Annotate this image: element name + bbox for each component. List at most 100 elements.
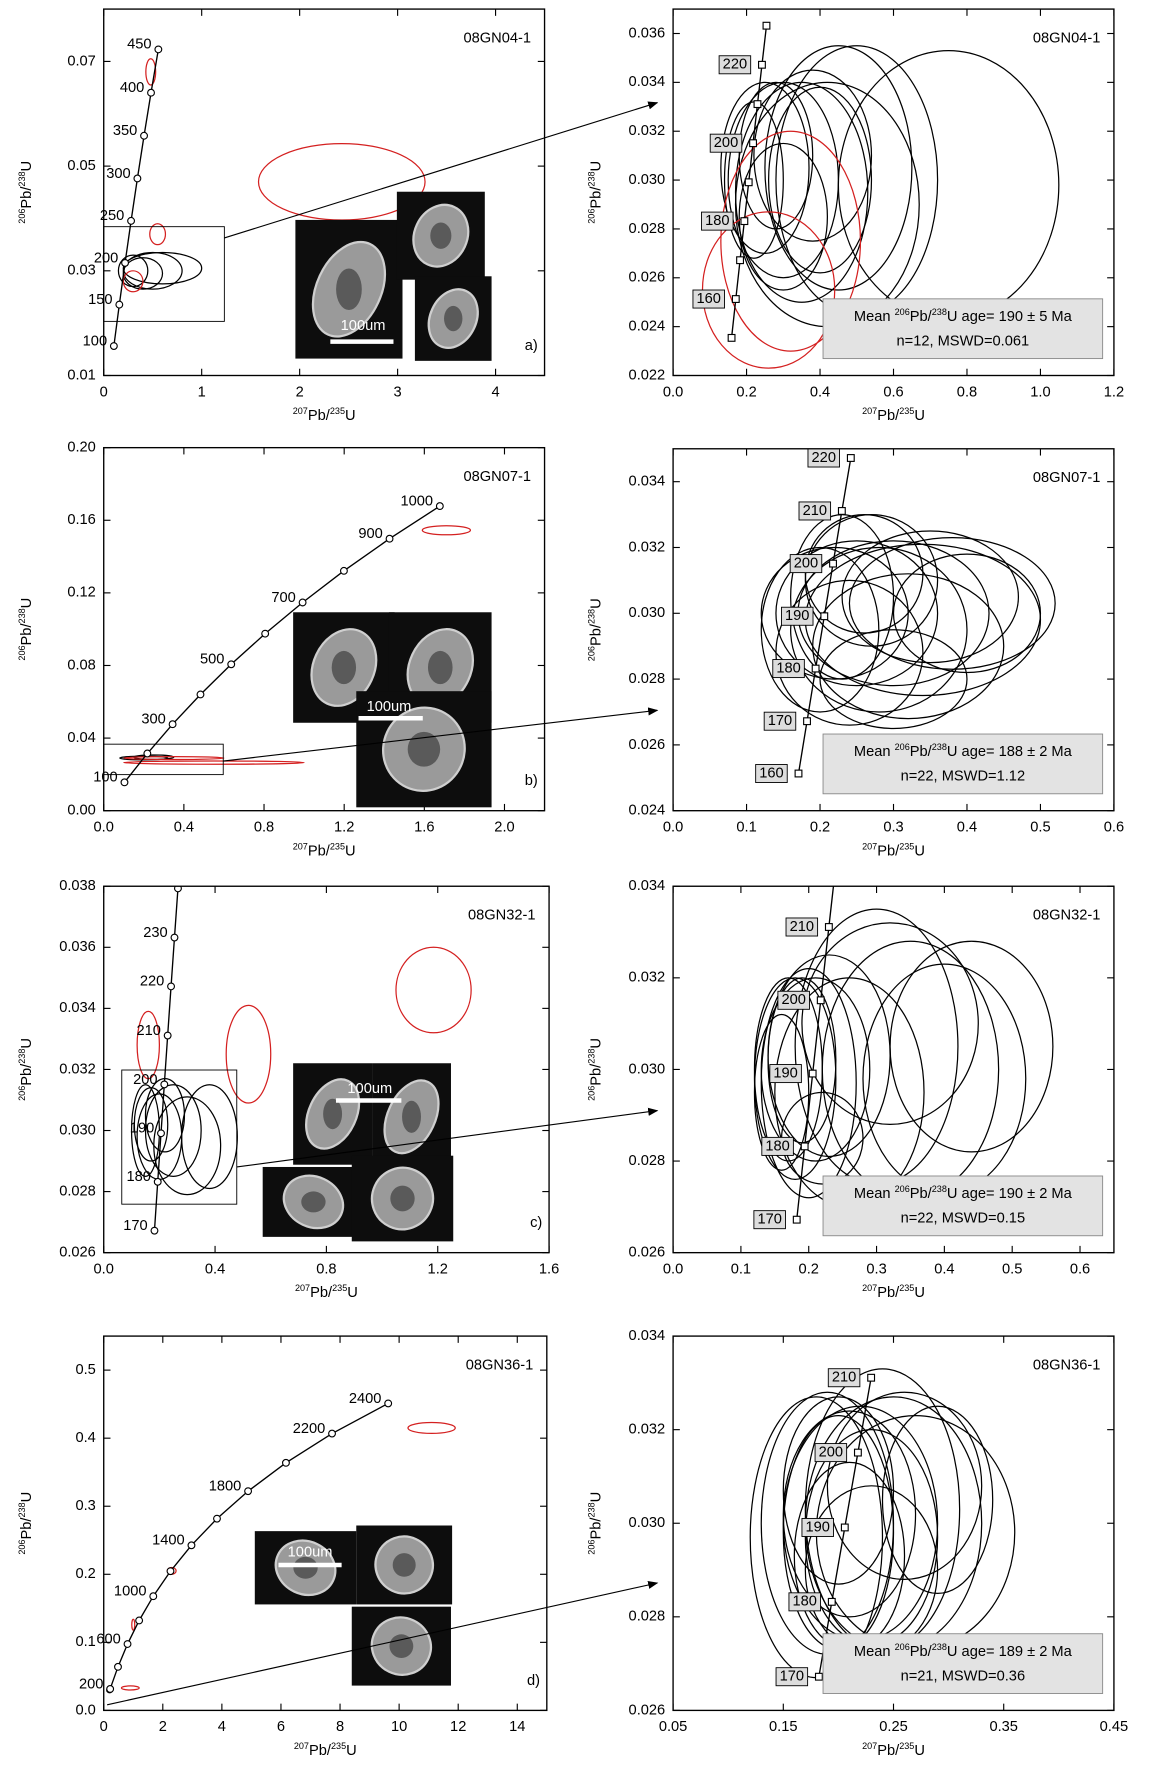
y-axis-label-part: 206 (587, 1086, 597, 1101)
x-axis-label-part: U (345, 843, 356, 859)
mean-age-part: U age= 190 ± 2 Ma (947, 1186, 1073, 1202)
y-tick-label: 0.1 (75, 1634, 95, 1650)
x-axis-label-part: Pb/ (877, 408, 900, 424)
age-marker (736, 256, 745, 265)
x-tick-label: 0.25 (879, 1719, 908, 1735)
age-marker (167, 982, 176, 991)
y-tick-label: 0.032 (59, 1061, 96, 1077)
y-axis-label: 206Pb/238U (17, 161, 35, 224)
x-tick-label: 0.0 (94, 1261, 114, 1277)
error-ellipse (734, 81, 869, 303)
x-axis-label-part: U (346, 1743, 357, 1759)
age-marker (281, 1458, 290, 1467)
age-marker (196, 690, 205, 699)
age-label: 100 (93, 770, 117, 786)
y-axis-label: 206Pb/238U (17, 1038, 35, 1101)
age-label: 200 (79, 1676, 103, 1692)
mean-box (822, 1633, 1104, 1694)
error-ellipse (131, 1618, 136, 1631)
age-label-box (763, 711, 797, 731)
y-axis-label-part: 206 (587, 209, 597, 224)
age-label-box (753, 1210, 786, 1230)
x-tick-label: 1.2 (1104, 384, 1124, 400)
zoom-box (103, 226, 225, 322)
y-tick-label: 0.030 (629, 1061, 666, 1077)
age-label: 170 (780, 1669, 804, 1685)
age-marker (168, 720, 177, 729)
error-ellipse (881, 1405, 994, 1595)
x-tick-label: 1.0 (1030, 384, 1050, 400)
y-tick-label: 0.07 (67, 53, 96, 69)
x-axis-label-part: 207 (293, 406, 308, 416)
sample-name: 08GN32-1 (468, 907, 536, 923)
panel-label: d) (527, 1673, 540, 1689)
age-marker (749, 139, 758, 148)
y-tick-label: 0.036 (629, 25, 666, 41)
plot-frame (103, 446, 546, 812)
age-marker (298, 598, 307, 607)
x-tick-label: 0.0 (663, 1261, 683, 1277)
x-tick-label: 0.1 (731, 1261, 751, 1277)
y-axis-label-part: Pb/ (19, 1063, 35, 1086)
y-axis-label-part: Pb/ (19, 1517, 35, 1540)
age-marker (147, 88, 155, 97)
age-label-box (709, 133, 743, 153)
error-ellipse (841, 530, 1020, 664)
zircon-core (323, 1098, 343, 1130)
error-ellipse (407, 1421, 456, 1435)
plot-area (749, 1368, 1016, 1681)
x-axis-label-part: 235 (331, 1741, 346, 1751)
y-axis-label-part: U (588, 1492, 604, 1503)
age-label: 230 (143, 925, 167, 941)
panel: 0.0 0.4 0.8 1.2 1.6 2.0 0.00 0.04 0.08 0.12 0.16 0.… (17, 440, 546, 859)
y-axis-label-part: Pb/ (588, 623, 604, 646)
x-tick-label: 3 (394, 384, 402, 400)
mean-age-part: U age= 189 ± 2 Ma (947, 1644, 1073, 1660)
zircon-core (293, 1556, 318, 1579)
age-label: 210 (803, 503, 827, 519)
error-ellipse (775, 540, 939, 687)
age-marker (115, 300, 124, 309)
y-axis-label-part: 238 (17, 1502, 27, 1517)
y-axis-label-part: 238 (587, 1502, 597, 1517)
age-label: 200 (714, 135, 738, 151)
x-axis-label: 207Pb/235U (862, 1741, 925, 1759)
age-marker (143, 749, 152, 758)
age-marker (811, 664, 820, 673)
sample-name: 08GN36-1 (466, 1357, 534, 1373)
panel-label: a) (525, 338, 538, 354)
error-ellipse (149, 223, 167, 246)
error-ellipse (775, 45, 939, 316)
age-label-box (777, 990, 810, 1010)
x-axis-label-part: U (347, 1285, 358, 1301)
zircon-core (331, 650, 357, 685)
x-tick-label: 0.4 (205, 1261, 225, 1277)
error-ellipse (145, 58, 157, 86)
age-label: 210 (790, 919, 814, 935)
age-marker (170, 933, 179, 942)
y-tick-label: 0.12 (67, 585, 96, 601)
y-tick-label: 0.04 (67, 730, 96, 746)
x-tick-label: 0.4 (174, 819, 194, 835)
y-tick-label: 0.08 (67, 657, 96, 673)
mean-stats: n=21, MSWD=0.36 (901, 1668, 1026, 1684)
y-tick-label: 0.026 (629, 1245, 666, 1261)
age-marker (127, 216, 136, 225)
age-marker (153, 1177, 162, 1186)
age-label-box (769, 1064, 802, 1084)
y-tick-label: 0.4 (75, 1430, 95, 1446)
age-marker (140, 131, 148, 140)
y-axis-label: 206Pb/238U (587, 598, 605, 661)
y-tick-label: 0.032 (629, 1422, 666, 1438)
age-marker (150, 1226, 159, 1235)
age-marker (160, 1080, 169, 1089)
y-axis-label-part: U (19, 1492, 35, 1503)
x-tick-label: 0.4 (810, 384, 830, 400)
x-tick-label: 0.8 (316, 1261, 336, 1277)
y-tick-label: 0.026 (629, 1702, 666, 1718)
scale-label: 100um (341, 318, 386, 334)
age-label-box (801, 1517, 834, 1537)
age-marker (800, 1142, 809, 1151)
y-tick-label: 0.024 (629, 319, 666, 335)
